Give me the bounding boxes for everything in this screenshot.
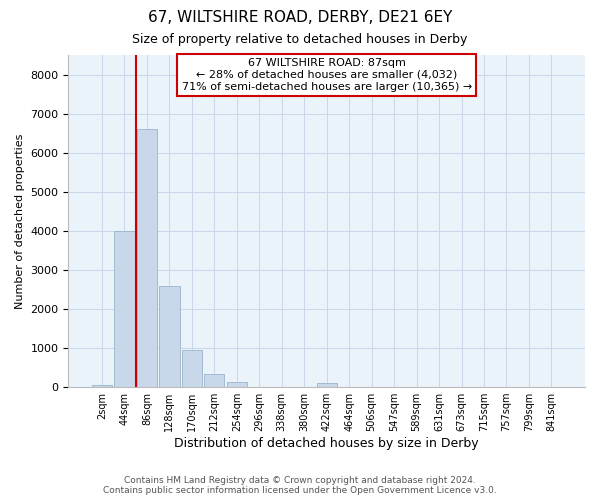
- Bar: [204, 374, 224, 387]
- Bar: [159, 286, 179, 387]
- Text: Contains HM Land Registry data © Crown copyright and database right 2024.
Contai: Contains HM Land Registry data © Crown c…: [103, 476, 497, 495]
- Text: 67, WILTSHIRE ROAD, DERBY, DE21 6EY: 67, WILTSHIRE ROAD, DERBY, DE21 6EY: [148, 10, 452, 25]
- Bar: [115, 231, 134, 387]
- Text: 67 WILTSHIRE ROAD: 87sqm
← 28% of detached houses are smaller (4,032)
71% of sem: 67 WILTSHIRE ROAD: 87sqm ← 28% of detach…: [182, 58, 472, 92]
- Bar: [137, 129, 157, 387]
- Bar: [92, 385, 112, 387]
- X-axis label: Distribution of detached houses by size in Derby: Distribution of detached houses by size …: [175, 437, 479, 450]
- Bar: [317, 383, 337, 387]
- Text: Size of property relative to detached houses in Derby: Size of property relative to detached ho…: [133, 32, 467, 46]
- Bar: [182, 350, 202, 387]
- Y-axis label: Number of detached properties: Number of detached properties: [15, 134, 25, 308]
- Bar: [227, 382, 247, 387]
